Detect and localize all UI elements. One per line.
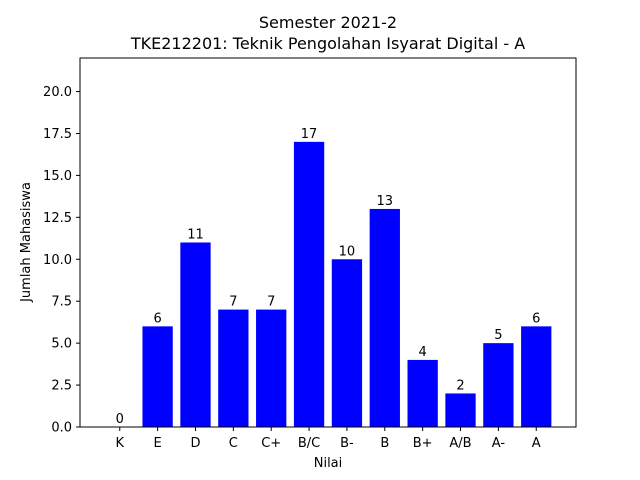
data-label: 0 [116,412,124,427]
data-label: 13 [377,194,394,209]
chart-title-line-1: Semester 2021-2 [259,13,397,32]
data-label: 5 [494,328,502,343]
plot-frame [79,57,577,428]
x-tick-label: A [532,436,541,451]
bar-b-c [293,141,325,428]
y-tick-label: 12.5 [43,211,72,226]
data-label: 11 [187,228,204,243]
data-label: 7 [267,295,275,310]
y-axis-label: Jumlah Mahasiswa [19,182,34,303]
bar-aminus [483,343,514,427]
bar-a [521,326,552,427]
x-tick-label: A/B [449,436,471,451]
x-tick-label: E [154,436,162,451]
x-tick-label: C [229,436,238,451]
y-axis-ticks: 0.0 2.5 5.0 7.5 10.0 12.5 15.0 17.5 20.0 [43,85,80,436]
x-tick-label: C+ [261,436,281,451]
data-labels-group: 0 6 11 7 7 17 10 13 4 2 5 6 [116,127,541,427]
bar-c [218,309,249,427]
data-label: 17 [301,127,318,142]
data-label: 7 [229,295,237,310]
data-label: 2 [456,378,464,393]
x-tick-label: B+ [413,436,433,451]
x-tick-label: B/C [298,436,320,451]
bars-group [142,141,552,428]
bar-e [142,326,173,427]
y-tick-label: 7.5 [51,295,72,310]
x-tick-label: B- [340,436,354,451]
data-label: 10 [339,244,356,259]
y-tick-label: 15.0 [43,169,72,184]
y-tick-label: 10.0 [43,253,72,268]
x-tick-label: K [115,436,124,451]
chart-title-line-2: TKE212201: Teknik Pengolahan Isyarat Dig… [130,34,525,53]
bar-bminus [331,259,363,427]
x-tick-label: D [190,436,200,451]
bar-d [180,242,211,427]
y-tick-label: 2.5 [51,379,72,394]
bar-bplus [407,359,438,427]
y-tick-label: 20.0 [43,85,72,100]
x-axis-label: Nilai [314,456,343,471]
y-tick-label: 5.0 [51,337,72,352]
bar-b [369,208,400,427]
bar-a-b [445,393,476,427]
x-tick-label: A- [492,436,506,451]
bar-cplus [256,309,287,427]
data-label: 4 [419,345,427,360]
x-tick-label: B [380,436,389,451]
y-tick-label: 0.0 [51,421,72,436]
x-axis-ticks: K E D C C+ B/C B- B B+ A/B A- A [115,427,541,451]
y-tick-label: 17.5 [43,127,72,142]
data-label: 6 [153,311,161,326]
data-label: 6 [532,311,540,326]
